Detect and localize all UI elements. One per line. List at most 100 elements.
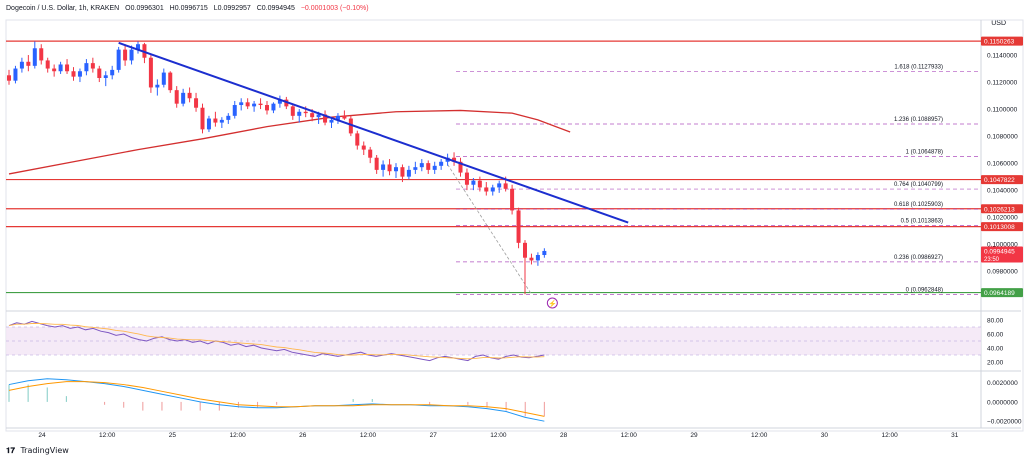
currency-label: USD — [991, 20, 1006, 27]
price-tag-label: 0.1013008 — [984, 224, 1015, 231]
candle-body — [271, 103, 276, 111]
candle-body — [155, 84, 160, 88]
change-value: −0.0001003 (−0.10%) — [300, 5, 369, 12]
candle-body — [303, 111, 308, 114]
candle-body — [348, 118, 353, 134]
fib-level-label: 1.236 (0.1088957) — [894, 117, 943, 123]
price-tag-countdown: 23:50 — [984, 257, 1000, 263]
candle-body — [13, 68, 18, 81]
candle-body — [342, 115, 347, 119]
candle-body — [368, 149, 373, 158]
brand-label: TradingView — [20, 446, 69, 455]
moving-average-line — [8, 109, 571, 175]
candle-body — [406, 169, 411, 177]
candle-body — [452, 157, 457, 162]
time-tick-label: 28 — [560, 432, 568, 439]
candle-body — [26, 61, 31, 66]
candle-body — [497, 183, 502, 188]
candle-body — [426, 163, 431, 170]
price-tick-label: 0.1020000 — [987, 215, 1018, 222]
candle-body — [116, 49, 121, 70]
candle-body — [471, 180, 476, 185]
candle-body — [252, 103, 257, 107]
macd-tick-label: −0.0020000 — [987, 419, 1022, 426]
candle-body — [277, 99, 282, 104]
candle-body — [232, 105, 237, 116]
price-tick-label: 0.1140000 — [987, 53, 1018, 60]
candle-body — [413, 167, 418, 170]
candle-body — [419, 163, 424, 168]
fib-level-label: 1.618 (0.1127933) — [894, 64, 943, 70]
candle-body — [219, 119, 224, 123]
time-tick-label: 31 — [951, 432, 959, 439]
fib-drop-line — [447, 164, 532, 295]
brand-footer: 𝟏𝟕 TradingView — [6, 446, 69, 456]
time-tick-label: 29 — [690, 432, 698, 439]
candle-body — [439, 161, 444, 166]
bearish-trendline — [118, 41, 629, 224]
price-tag — [981, 288, 1023, 298]
candle-body — [136, 44, 140, 50]
candle-body — [432, 165, 437, 170]
candle-body — [65, 64, 70, 72]
time-tick-label: 25 — [169, 432, 177, 439]
price-tag — [981, 204, 1023, 214]
candle-body — [458, 161, 463, 173]
candle-body — [387, 164, 392, 172]
rsi-ma-line — [8, 323, 545, 360]
candle-body — [206, 118, 211, 130]
close-value: C0.0994945 — [256, 5, 295, 12]
candle-body — [355, 133, 360, 146]
candle-body — [181, 92, 186, 104]
candle-body — [7, 75, 11, 81]
candle-body — [523, 242, 527, 258]
candle-body — [374, 157, 379, 170]
candle-body — [71, 71, 76, 77]
macd-tick-label: 0.0020000 — [987, 380, 1018, 387]
candle-body — [123, 49, 128, 61]
candle-body — [19, 61, 24, 69]
candle-body — [329, 119, 334, 123]
candle-body — [258, 103, 263, 106]
candle-body — [187, 92, 192, 99]
candle-body — [52, 68, 57, 72]
candle-body — [316, 114, 321, 118]
price-tick-label: 0.1000000 — [987, 242, 1018, 249]
candle-body — [361, 145, 366, 150]
candle-body — [503, 183, 508, 189]
high-value: H0.0996715 — [169, 5, 208, 12]
price-tag-label: 0.0964189 — [984, 290, 1015, 297]
candle-body — [297, 111, 302, 116]
time-tick-label: 12:00 — [229, 432, 246, 439]
time-tick-label: 26 — [299, 432, 307, 439]
fib-level-label: 0.764 (0.1040799) — [894, 182, 943, 188]
candle-body — [239, 102, 244, 106]
price-tag-label: 0.0994945 — [984, 249, 1015, 256]
candle-body — [200, 107, 205, 130]
price-tick-label: 0.1060000 — [987, 161, 1018, 168]
event-icon — [546, 297, 558, 309]
price-tag — [981, 175, 1023, 185]
candle-body — [84, 63, 89, 72]
candle-body — [77, 71, 82, 77]
fib-level-label: 0.5 (0.1013863) — [901, 218, 943, 224]
candle-body — [323, 114, 328, 123]
candle-body — [290, 106, 295, 116]
candle-body — [226, 115, 231, 120]
candle-body — [58, 64, 63, 72]
open-value: O0.0996301 — [125, 5, 164, 12]
time-tick-label: 12:00 — [99, 432, 116, 439]
price-tick-label: 0.0980000 — [987, 269, 1018, 276]
price-tag — [981, 246, 1023, 263]
candle-body — [103, 75, 108, 78]
macd-tick-label: 0.0000000 — [987, 399, 1018, 406]
candle-body — [516, 210, 521, 243]
candle-body — [194, 98, 199, 108]
macd-line — [8, 378, 545, 422]
time-tick-label: 12:00 — [621, 432, 638, 439]
candle-body — [394, 167, 398, 172]
rsi-tick-label: 80.00 — [987, 318, 1004, 325]
symbol-label[interactable]: Dogecoin / U.S. Dollar, 1h, KRAKEN — [6, 5, 120, 12]
candle-body — [32, 48, 37, 66]
